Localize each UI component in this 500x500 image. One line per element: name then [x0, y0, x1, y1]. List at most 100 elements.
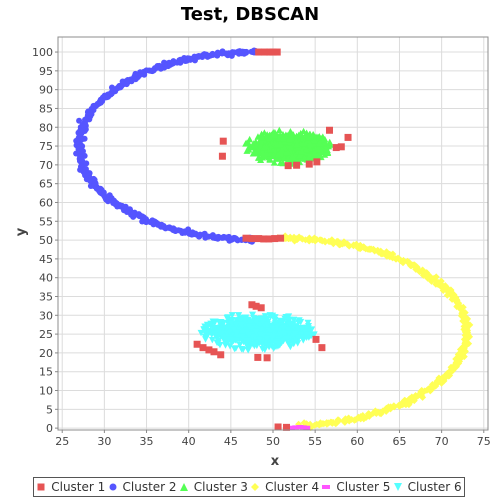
data-point	[256, 336, 264, 343]
data-point	[252, 328, 260, 336]
data-point	[295, 335, 303, 342]
y-tick-label: 75	[39, 140, 53, 153]
data-point	[304, 331, 312, 338]
legend-label: Cluster 3	[193, 480, 248, 494]
data-point	[256, 142, 264, 150]
data-point	[315, 133, 323, 140]
data-point	[357, 412, 365, 420]
data-point	[271, 132, 279, 139]
data-point	[251, 149, 259, 157]
x-tick-label: 70	[435, 435, 449, 448]
data-point	[287, 133, 295, 140]
legend-item: Cluster 6	[393, 480, 462, 494]
data-point	[299, 134, 307, 142]
data-point	[223, 314, 231, 322]
data-point	[83, 160, 90, 167]
legend-item: Cluster 2	[108, 480, 177, 494]
grid-lines	[58, 37, 488, 430]
data-point	[273, 140, 281, 148]
data-point	[202, 336, 210, 343]
data-point	[286, 321, 294, 329]
data-point	[260, 235, 268, 243]
data-point	[243, 147, 251, 154]
data-point	[252, 318, 260, 325]
legend-marker	[322, 485, 331, 489]
legend-label: Cluster 1	[51, 480, 106, 494]
series-cluster-5	[288, 424, 311, 430]
y-tick-label: 95	[39, 65, 53, 78]
data-point	[288, 425, 296, 430]
data-point	[292, 425, 300, 430]
data-point	[281, 315, 289, 323]
legend-label: Cluster 2	[122, 480, 177, 494]
data-point	[261, 48, 269, 56]
x-tick-label: 75	[477, 435, 491, 448]
x-tick-label: 55	[308, 435, 322, 448]
data-point	[172, 227, 179, 234]
data-point	[269, 325, 277, 332]
data-point	[228, 312, 236, 319]
data-point	[322, 145, 330, 153]
data-point	[214, 337, 222, 345]
data-point	[248, 48, 255, 55]
data-point	[256, 331, 264, 339]
data-point	[337, 143, 345, 151]
data-point	[284, 162, 292, 170]
data-point	[232, 321, 240, 329]
data-point	[299, 140, 307, 147]
data-point	[258, 318, 266, 326]
data-point	[390, 402, 398, 410]
data-point	[271, 235, 279, 243]
data-point	[326, 138, 334, 146]
data-point	[302, 145, 310, 153]
data-point	[266, 134, 274, 142]
y-tick-label: 5	[46, 403, 53, 416]
data-point	[303, 324, 311, 332]
data-point	[216, 330, 224, 338]
y-tick-label: 40	[39, 272, 53, 285]
series-cluster-6	[197, 311, 318, 354]
data-point	[282, 423, 290, 431]
legend-marker	[179, 483, 188, 491]
data-point	[255, 154, 263, 161]
data-point	[275, 126, 283, 134]
data-point	[265, 235, 273, 243]
data-point	[263, 335, 271, 343]
data-point	[260, 143, 268, 151]
x-tick-label: 60	[350, 435, 364, 448]
data-point	[143, 219, 150, 226]
data-point	[277, 159, 285, 166]
data-point	[304, 134, 312, 141]
data-point	[87, 178, 94, 185]
data-point	[255, 48, 263, 56]
series-cluster-1	[193, 48, 352, 431]
data-point	[263, 354, 271, 362]
data-point	[334, 416, 342, 424]
data-point	[318, 236, 326, 244]
y-tick-label: 30	[39, 309, 53, 322]
y-tick-label: 45	[39, 253, 53, 266]
data-point	[238, 333, 246, 341]
y-axis-label: y	[14, 227, 29, 236]
data-point	[286, 128, 294, 135]
data-point	[287, 143, 295, 151]
data-point	[210, 320, 218, 327]
data-point	[255, 235, 263, 243]
data-point	[266, 342, 274, 349]
data-point	[274, 340, 282, 348]
data-point	[295, 317, 303, 324]
data-point	[274, 423, 282, 431]
data-point	[244, 344, 252, 351]
data-point	[291, 336, 299, 344]
data-point	[419, 266, 427, 274]
data-point	[223, 324, 231, 332]
data-point	[238, 337, 246, 344]
data-point	[303, 425, 311, 430]
data-point	[202, 327, 210, 335]
data-point	[208, 336, 216, 344]
data-point	[389, 254, 397, 262]
data-point	[157, 65, 164, 72]
data-point	[269, 151, 277, 159]
x-tick-label: 65	[392, 435, 406, 448]
data-point	[257, 137, 265, 145]
